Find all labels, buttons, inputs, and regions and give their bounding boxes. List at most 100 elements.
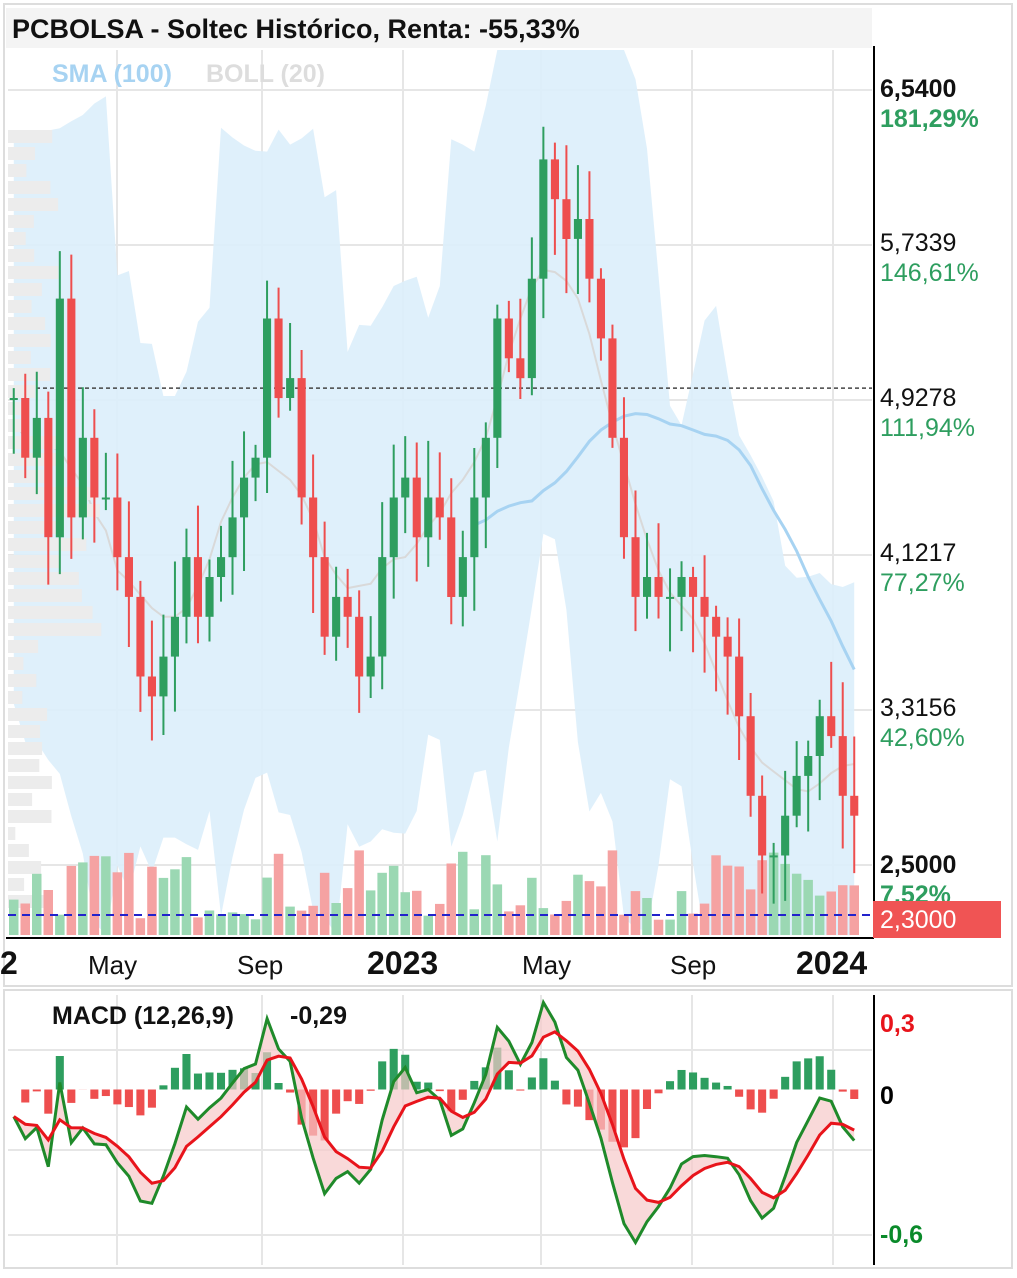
volume-profile-bar bbox=[8, 249, 35, 262]
volume-bar bbox=[170, 869, 180, 935]
sma-indicator-label[interactable]: SMA (100) bbox=[52, 60, 172, 88]
main-panel-border bbox=[3, 3, 1013, 987]
volume-profile-bar bbox=[8, 589, 82, 602]
volume-bar bbox=[676, 891, 687, 935]
volume-bar bbox=[112, 872, 123, 935]
time-axis-label: Sep bbox=[237, 950, 283, 980]
title-bar bbox=[6, 8, 872, 48]
candle bbox=[689, 566, 698, 653]
candle bbox=[378, 502, 387, 690]
signal-line bbox=[12, 1030, 855, 1204]
candle bbox=[458, 530, 467, 627]
candle bbox=[562, 145, 571, 294]
candle bbox=[769, 842, 778, 904]
candle bbox=[274, 287, 283, 418]
candle-body bbox=[332, 596, 341, 637]
candle-body bbox=[297, 378, 306, 498]
candle-body bbox=[78, 437, 87, 518]
candle-body bbox=[378, 557, 387, 657]
volume-bar bbox=[596, 886, 606, 935]
candle bbox=[159, 614, 168, 736]
volume-profile-bar bbox=[8, 470, 46, 483]
candle bbox=[539, 126, 548, 319]
candle-body bbox=[804, 756, 813, 776]
volume-bar bbox=[550, 914, 560, 935]
price-axis-percent: 146,61% bbox=[880, 259, 979, 287]
volume-bar bbox=[803, 879, 813, 935]
candle-body bbox=[608, 338, 617, 438]
candle bbox=[286, 323, 295, 411]
volume-profile-bar bbox=[8, 810, 52, 823]
candle-body bbox=[481, 437, 490, 498]
time-axis-label: Sep bbox=[670, 950, 716, 980]
macd-axis-label: 0 bbox=[880, 1082, 894, 1110]
volume-profile-bar bbox=[8, 657, 24, 670]
candle bbox=[758, 775, 767, 894]
volume-bar bbox=[538, 908, 549, 935]
candle bbox=[78, 387, 87, 540]
volume-bar bbox=[757, 860, 767, 935]
candle bbox=[297, 350, 306, 525]
candle bbox=[838, 682, 847, 849]
price-axis-percent: 111,94% bbox=[880, 414, 975, 442]
candle bbox=[355, 590, 364, 713]
price-axis-label: 6,5400 bbox=[880, 75, 956, 103]
candle bbox=[712, 605, 721, 692]
volume-profile-bar bbox=[8, 351, 31, 364]
volume-bar bbox=[515, 905, 526, 935]
volume-profile-bar bbox=[8, 793, 33, 806]
candle bbox=[309, 454, 318, 614]
volume-bar bbox=[688, 913, 698, 935]
volume-profile-bar bbox=[8, 691, 23, 704]
candle bbox=[504, 300, 513, 373]
candle bbox=[700, 555, 709, 673]
candle-body bbox=[815, 716, 824, 756]
volume-bar bbox=[239, 914, 249, 935]
candle-body bbox=[746, 716, 755, 796]
candle bbox=[815, 699, 824, 801]
candle bbox=[101, 452, 110, 511]
candle-body bbox=[159, 656, 168, 697]
candle-body bbox=[435, 497, 444, 518]
candle bbox=[55, 251, 64, 575]
volume-profile-bar bbox=[8, 708, 48, 721]
candle-body bbox=[401, 477, 410, 498]
volume-profile-bar bbox=[8, 198, 59, 211]
volume-bar bbox=[365, 890, 376, 935]
candle bbox=[424, 440, 433, 567]
candle bbox=[9, 388, 18, 454]
macd-axis-label: 0,3 bbox=[880, 1010, 915, 1038]
volume-bar bbox=[43, 890, 53, 935]
candle bbox=[366, 616, 375, 699]
volume-bar bbox=[561, 900, 572, 935]
price-axis-label: 5,7339 bbox=[880, 229, 956, 257]
candle-body bbox=[550, 159, 559, 200]
candle bbox=[447, 478, 456, 625]
boll-indicator-label[interactable]: BOLL (20) bbox=[206, 60, 325, 88]
price-axis-percent: 42,60% bbox=[880, 724, 965, 752]
volume-bar bbox=[319, 872, 330, 935]
volume-bar bbox=[78, 862, 88, 935]
candle bbox=[170, 561, 179, 712]
volume-profile-bar bbox=[8, 147, 35, 160]
candle-body bbox=[700, 596, 709, 617]
candle-body bbox=[424, 497, 433, 538]
volume-bar bbox=[101, 856, 111, 935]
chart-title: PCBOLSA - Soltec Histórico, Renta: -55,3… bbox=[12, 14, 580, 44]
macd-panel-border bbox=[3, 989, 1013, 1269]
candle bbox=[666, 568, 675, 652]
volume-bar bbox=[791, 873, 802, 935]
volume-bar bbox=[745, 889, 756, 935]
volume-bar bbox=[814, 895, 825, 935]
volume-bar bbox=[9, 899, 19, 935]
candle bbox=[804, 740, 813, 832]
candle-body bbox=[504, 318, 513, 359]
volume-bar bbox=[446, 863, 456, 935]
volume-profile-bar bbox=[8, 759, 40, 772]
candle bbox=[228, 460, 237, 595]
candle bbox=[654, 523, 663, 619]
volume-profile-bar bbox=[8, 164, 27, 177]
volume-bar bbox=[331, 903, 341, 935]
volume-profile-bar bbox=[8, 130, 53, 143]
